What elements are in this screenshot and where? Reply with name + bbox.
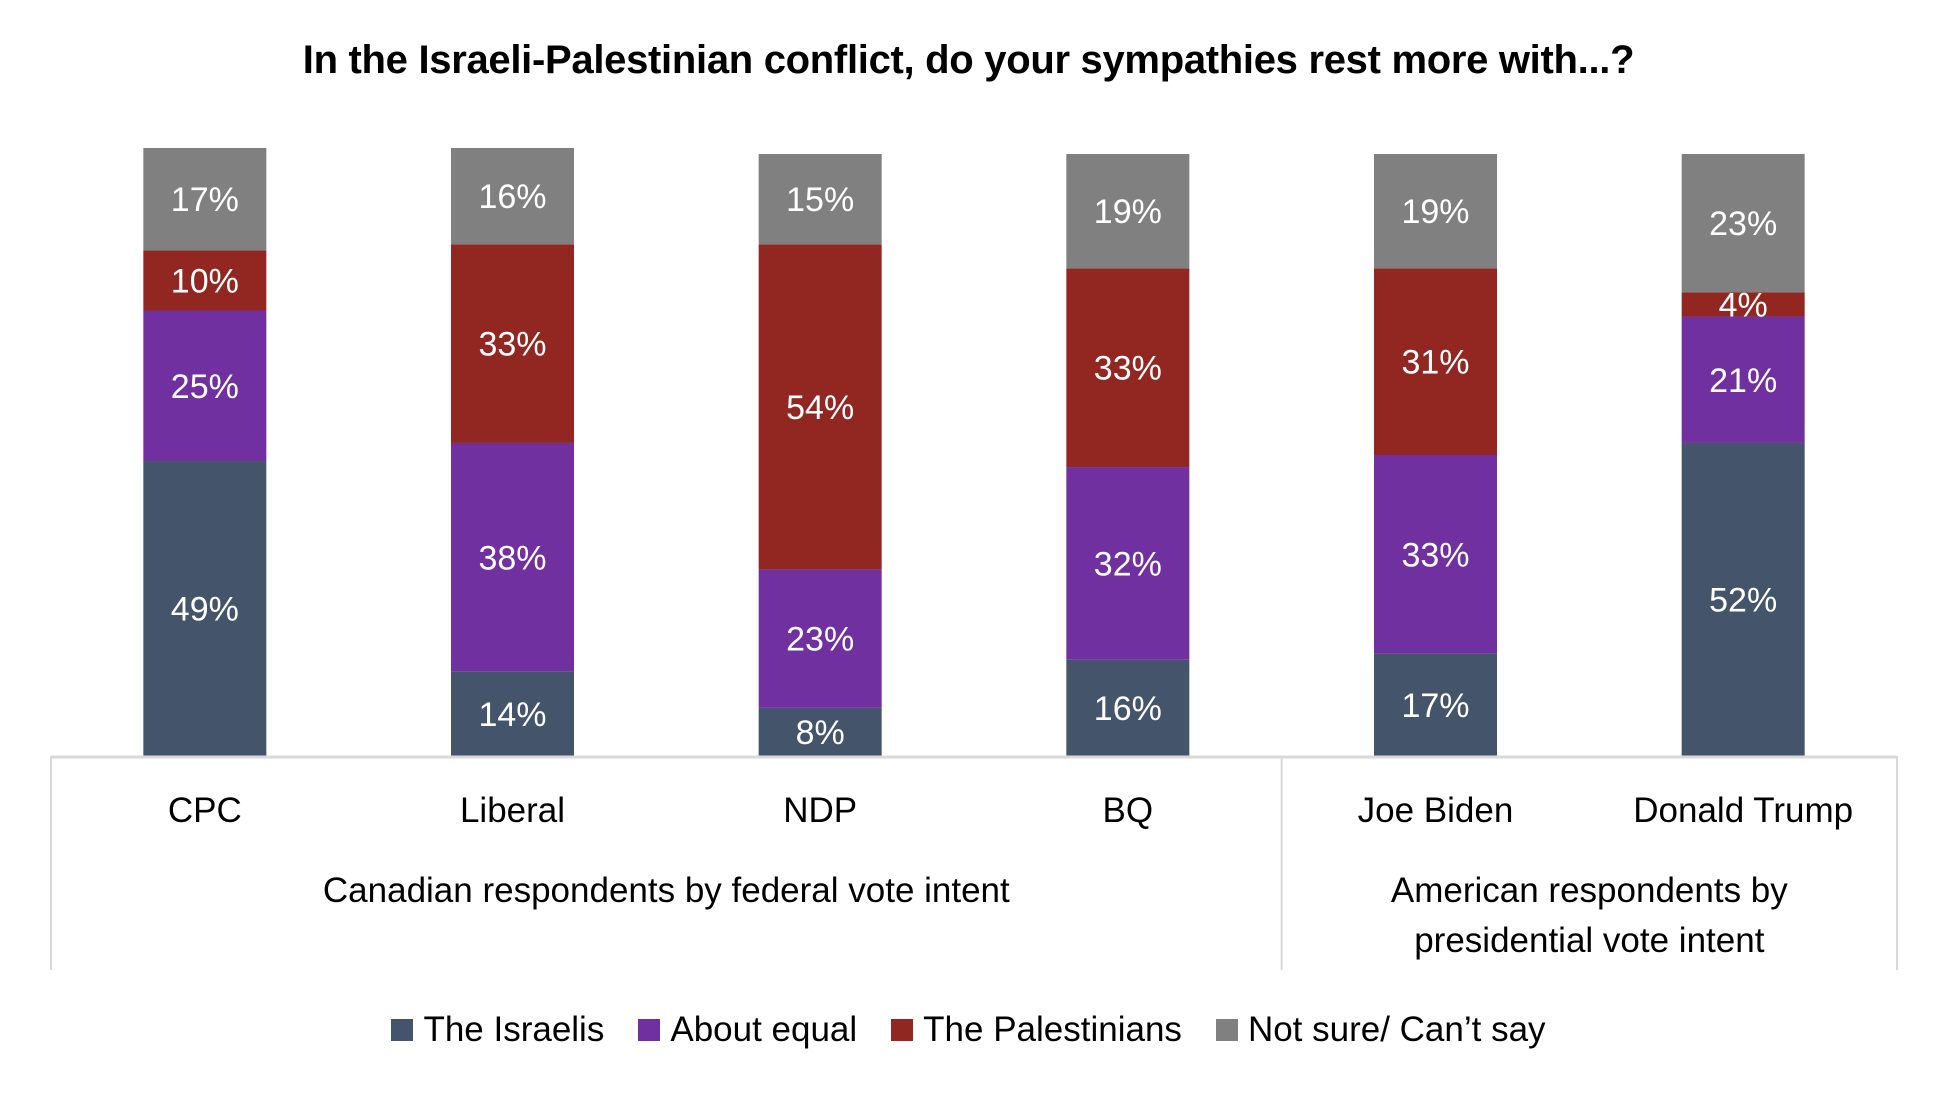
- stacked-bar-chart: 49% 25% 10% 17% 14% 38% 33% 16% 8% 23% 54% 15% 16% 32…: [50, 147, 1898, 970]
- bar-segment-joe-biden-about-equal: [1374, 455, 1497, 654]
- bar-segment-cpc-the-palestinians: [143, 250, 267, 311]
- x-tick-label-joe-biden: Joe Biden: [1358, 791, 1514, 830]
- legend-swatch-the-israelis: [391, 1019, 414, 1041]
- data-label-ndp-the-palestinians: 54%: [786, 389, 854, 427]
- legend-label-the-israelis: The Israelis: [423, 1010, 605, 1049]
- data-label-joe-biden-the-palestinians: 31%: [1401, 344, 1469, 382]
- bar-segment-ndp-not-sure-can-t-say: [758, 154, 882, 245]
- data-label-bq-the-palestinians: 33%: [1094, 350, 1162, 388]
- bar-segment-cpc-not-sure-can-t-say: [143, 147, 267, 251]
- legend-label-the-palestinians: The Palestinians: [923, 1010, 1182, 1049]
- bar-segment-joe-biden-not-sure-can-t-say: [1374, 154, 1497, 269]
- data-label-joe-biden-not-sure-can-t-say: 19%: [1401, 193, 1469, 231]
- bar-segment-donald-trump-about-equal: [1681, 316, 1805, 443]
- chart-title: In the Israeli-Palestinian conflict, do …: [302, 38, 1635, 82]
- bar-segment-ndp-the-palestinians: [758, 244, 882, 570]
- bars-layer: 49% 25% 10% 17% 14% 38% 33% 16% 8% 23% 54% 15% 16% 32…: [143, 147, 1805, 756]
- data-label-donald-trump-the-israelis: 52%: [1709, 581, 1777, 619]
- bar-segment-bq-about-equal: [1066, 467, 1190, 660]
- data-label-cpc-the-israelis: 49%: [171, 591, 239, 629]
- data-label-cpc-the-palestinians: 10%: [171, 262, 239, 300]
- x-tick-label-bq: BQ: [1103, 791, 1154, 830]
- data-label-ndp-the-israelis: 8%: [796, 714, 845, 752]
- bar-segment-cpc-about-equal: [143, 310, 267, 462]
- legend-label-not-sure-can-t-say: Not sure/ Can’t say: [1247, 1010, 1546, 1049]
- legend-item-the-palestinians: The Palestinians: [891, 1010, 1182, 1050]
- data-label-donald-trump-about-equal: 21%: [1709, 362, 1777, 400]
- bar-segment-liberal-not-sure-can-t-say: [451, 147, 574, 245]
- bar-segment-liberal-the-israelis: [451, 671, 574, 756]
- x-tick-label-liberal: Liberal: [460, 791, 565, 830]
- bar-segment-donald-trump-not-sure-can-t-say: [1681, 154, 1805, 293]
- data-label-bq-about-equal: 32%: [1094, 545, 1162, 583]
- group-label-2-line-2: presidential vote intent: [1414, 921, 1764, 960]
- x-tick-label-ndp: NDP: [783, 791, 857, 830]
- data-label-liberal-about-equal: 38%: [478, 539, 546, 577]
- bar-segment-cpc-the-israelis: [143, 461, 267, 756]
- legend-swatch-about-equal: [638, 1019, 661, 1041]
- bar-segment-ndp-the-israelis: [758, 707, 882, 756]
- data-label-liberal-the-palestinians: 33%: [478, 326, 546, 364]
- bar-segment-bq-not-sure-can-t-say: [1066, 154, 1190, 269]
- data-label-donald-trump-the-palestinians: 4%: [1719, 287, 1768, 325]
- bar-segment-liberal-the-palestinians: [451, 244, 574, 443]
- bar-segment-liberal-about-equal: [451, 442, 574, 672]
- category-axis: CPC Liberal NDP BQ Joe Biden Donald Trump Cana…: [50, 755, 1898, 970]
- legend-item-about-equal: About equal: [638, 1010, 857, 1050]
- bar-segment-joe-biden-the-israelis: [1374, 653, 1497, 756]
- x-tick-label-cpc: CPC: [168, 791, 242, 830]
- data-label-cpc-not-sure-can-t-say: 17%: [171, 181, 239, 219]
- group-label-2-line-1: American respondents by: [1391, 871, 1788, 910]
- legend: The Israelis About equal The Palestinians N…: [0, 1010, 1937, 1050]
- legend-item-the-israelis: The Israelis: [391, 1010, 604, 1050]
- legend-item-not-sure-can-t-say: Not sure/ Can’t say: [1215, 1010, 1546, 1050]
- bar-segment-joe-biden-the-palestinians: [1374, 268, 1497, 455]
- bar-segment-bq-the-palestinians: [1066, 268, 1190, 468]
- data-label-donald-trump-not-sure-can-t-say: 23%: [1709, 205, 1777, 243]
- data-label-cpc-about-equal: 25%: [171, 368, 239, 406]
- bar-segment-bq-the-israelis: [1066, 659, 1190, 756]
- group-label-1: Canadian respondents by federal vote int…: [323, 871, 1010, 910]
- data-label-bq-the-israelis: 16%: [1094, 690, 1162, 728]
- data-label-ndp-about-equal: 23%: [786, 621, 854, 659]
- x-tick-label-donald-trump: Donald Trump: [1633, 791, 1853, 830]
- data-label-joe-biden-the-israelis: 17%: [1401, 687, 1469, 725]
- data-label-joe-biden-about-equal: 33%: [1401, 536, 1469, 574]
- bar-segment-donald-trump-the-palestinians: [1681, 292, 1805, 317]
- data-label-liberal-not-sure-can-t-say: 16%: [478, 178, 546, 216]
- legend-swatch-not-sure-can-t-say: [1215, 1019, 1238, 1041]
- bar-segment-ndp-about-equal: [758, 569, 882, 708]
- legend-swatch-the-palestinians: [891, 1019, 914, 1041]
- data-label-ndp-not-sure-can-t-say: 15%: [786, 181, 854, 219]
- bar-segment-donald-trump-the-israelis: [1681, 442, 1805, 756]
- data-label-bq-not-sure-can-t-say: 19%: [1094, 193, 1162, 231]
- data-label-liberal-the-israelis: 14%: [478, 696, 546, 734]
- legend-label-about-equal: About equal: [670, 1010, 858, 1049]
